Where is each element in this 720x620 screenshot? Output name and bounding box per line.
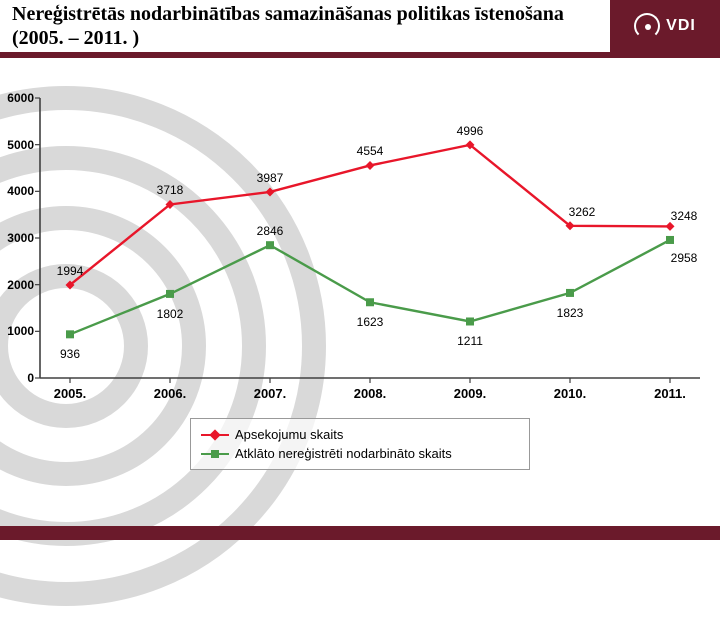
x-tick-label: 2005. [54,378,87,401]
y-tick-label: 1000 [7,324,40,338]
data-label: 2958 [671,251,698,265]
legend-item: Apsekojumu skaits [201,425,519,444]
data-label: 4996 [457,124,484,138]
data-label: 3262 [569,205,596,219]
y-tick-label: 5000 [7,138,40,152]
data-label: 1623 [357,315,384,329]
logo: VDI [610,0,720,52]
data-label: 3987 [257,171,284,185]
data-label: 2846 [257,224,284,238]
x-tick-label: 2009. [454,378,487,401]
y-tick-label: 0 [27,371,40,385]
x-tick-label: 2007. [254,378,287,401]
y-tick-label: 4000 [7,184,40,198]
data-label: 936 [60,347,80,361]
legend-label: Apsekojumu skaits [235,427,343,442]
data-label: 1211 [457,334,483,348]
y-tick-label: 3000 [7,231,40,245]
data-label: 3718 [157,183,184,197]
logo-text: VDI [666,17,696,35]
x-tick-label: 2008. [354,378,387,401]
chart-area: 01000200030004000500060002005.2006.2007.… [40,98,700,378]
x-tick-label: 2011. [654,378,686,401]
data-label: 1994 [57,264,84,278]
x-tick-label: 2010. [554,378,587,401]
legend: Apsekojumu skaits Atklāto nereģistrēti no… [190,418,530,470]
data-label: 4554 [357,144,384,158]
legend-label: Atklāto nereģistrēti nodarbināto skaits [235,446,452,461]
header-bar: Nereģistrētās nodarbinātības samazināšan… [0,0,720,58]
legend-item: Atklāto nereģistrēti nodarbināto skaits [201,444,519,463]
x-tick-label: 2006. [154,378,187,401]
data-label: 1802 [157,307,184,321]
page-title: Nereģistrētās nodarbinātības samazināšan… [0,0,610,56]
logo-swirl-icon [634,13,660,39]
chart-svg [40,98,700,378]
footer-band [0,526,720,540]
data-label: 3248 [671,209,698,223]
data-label: 1823 [557,306,584,320]
y-tick-label: 2000 [7,278,40,292]
y-tick-label: 6000 [7,91,40,105]
